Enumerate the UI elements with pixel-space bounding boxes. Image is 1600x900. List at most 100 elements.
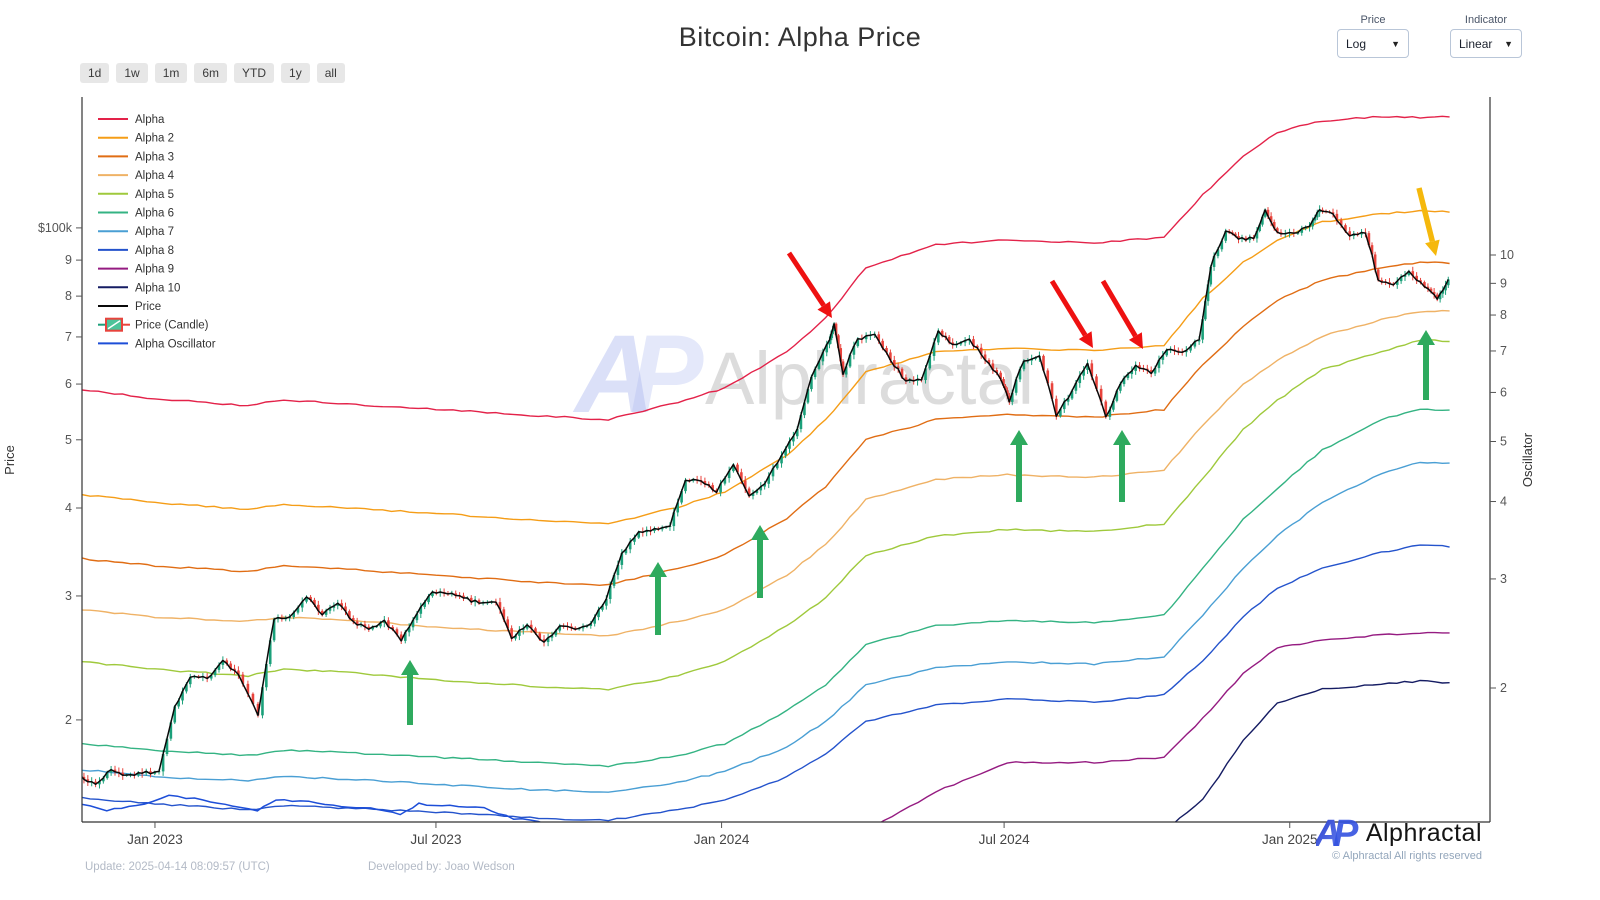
alpha-5-line: [82, 339, 1450, 691]
oscillator-tick-label: 4: [1500, 495, 1507, 509]
legend-item-alpha-8[interactable]: Alpha 8: [98, 245, 174, 257]
legend-label: Alpha: [135, 114, 165, 126]
price-scale-control: Price Log ▼: [1337, 14, 1409, 58]
price-tick-label: 3: [65, 589, 72, 603]
update-timestamp: Update: 2025-04-14 08:09:57 (UTC): [85, 861, 270, 873]
legend: Alpha Alpha 2 Alpha 3 Alpha 4 Alpha 5 Alpha 6…: [98, 114, 216, 350]
copyright: © Alphractal All rights reserved: [1332, 850, 1482, 862]
legend-item-alpha-oscillator[interactable]: Alpha Oscillator: [98, 338, 216, 350]
range-button-1y[interactable]: 1y: [281, 63, 310, 83]
candlesticks: [82, 205, 1450, 789]
alpha-6-line: [82, 408, 1450, 768]
price-scale-select[interactable]: Log ▼: [1337, 29, 1409, 58]
red-arrow-2: [1049, 279, 1093, 348]
price-tick-label: 6: [65, 377, 72, 391]
alpha-2-line: [82, 209, 1450, 525]
legend-item-alpha-3[interactable]: Alpha 3: [98, 151, 174, 163]
range-button-1d[interactable]: 1d: [80, 63, 110, 83]
svg-text:A: A: [1316, 814, 1341, 852]
alphractal-logo-icon: A P: [1316, 814, 1359, 852]
legend-label: Price: [135, 301, 161, 313]
red-arrow-1: [786, 251, 832, 318]
range-button-1m[interactable]: 1m: [154, 63, 188, 83]
legend-item-alpha[interactable]: Alpha: [98, 114, 165, 126]
oscillator-tick-label: 5: [1500, 434, 1507, 448]
oscillator-tick-label: 9: [1500, 276, 1507, 290]
x-tick-label: Jan 2025: [1262, 832, 1318, 847]
price-tick-label: 5: [65, 433, 72, 447]
indicator-scale-control: Indicator Linear ▼: [1450, 14, 1522, 58]
axis-title-price: Price: [2, 445, 17, 475]
green-arrow-5: [1113, 430, 1131, 502]
price-tick-label: $100k: [38, 221, 73, 235]
range-button-ytd[interactable]: YTD: [234, 63, 275, 83]
indicator-scale-select[interactable]: Linear ▼: [1450, 29, 1522, 58]
svg-text:A: A: [572, 313, 654, 436]
legend-item-alpha-7[interactable]: Alpha 7: [98, 226, 174, 238]
alpha-oscillator-line: [82, 794, 543, 822]
green-arrow-4: [1010, 430, 1028, 502]
legend-label: Alpha 9: [135, 264, 174, 276]
red-arrow-3: [1100, 279, 1143, 349]
alpha-7-line: [82, 461, 1450, 793]
legend-label: Alpha 3: [135, 151, 174, 163]
price-scale-label: Price: [1360, 14, 1386, 26]
legend-label: Alpha 10: [135, 282, 180, 294]
range-button-group: 1d 1w 1m 6m YTD 1y all: [80, 63, 345, 83]
price-tick-label: 8: [65, 289, 72, 303]
indicator-scale-label: Indicator: [1464, 14, 1508, 26]
legend-item-alpha-5[interactable]: Alpha 5: [98, 189, 174, 201]
x-tick-label: Jul 2024: [979, 832, 1031, 847]
legend-item-alpha-2[interactable]: Alpha 2: [98, 133, 174, 145]
legend-label: Alpha Oscillator: [135, 338, 216, 350]
legend-item-price-candle-[interactable]: Price (Candle): [98, 317, 209, 332]
price-line: [82, 209, 1449, 786]
legend-item-alpha-9[interactable]: Alpha 9: [98, 264, 174, 276]
alpha-9-line: [880, 631, 1450, 822]
x-tick-label: Jul 2023: [410, 832, 461, 847]
svg-text:P: P: [1333, 814, 1359, 852]
legend-item-alpha-10[interactable]: Alpha 10: [98, 282, 180, 294]
green-arrow-2: [649, 562, 667, 635]
legend-item-price[interactable]: Price: [98, 301, 161, 313]
indicator-scale-value: Linear: [1459, 36, 1493, 51]
chevron-down-icon: ▼: [1504, 38, 1513, 49]
alpha-line: [82, 115, 1450, 421]
alpha-8-line: [82, 544, 1450, 822]
green-arrow-6: [1417, 330, 1435, 400]
oscillator-tick-label: 3: [1500, 572, 1507, 586]
range-button-all[interactable]: all: [316, 63, 345, 83]
legend-label: Alpha 6: [135, 208, 174, 220]
price-tick-label: 4: [65, 501, 72, 515]
page-title: Bitcoin: Alpha Price: [678, 22, 922, 52]
range-button-1w[interactable]: 1w: [116, 63, 148, 83]
legend-label: Alpha 5: [135, 189, 174, 201]
alpha-4-line: [82, 309, 1450, 637]
alpha-3-line: [82, 261, 1450, 587]
brand-name: Alphractal: [1365, 818, 1482, 847]
oscillator-tick-label: 6: [1500, 385, 1507, 399]
legend-item-alpha-6[interactable]: Alpha 6: [98, 208, 174, 220]
annotation-arrows: [401, 187, 1440, 725]
svg-text:P: P: [630, 313, 704, 436]
legend-item-alpha-4[interactable]: Alpha 4: [98, 170, 175, 182]
alpha-10-line: [1174, 679, 1450, 822]
legend-label: Alpha 7: [135, 226, 174, 238]
chevron-down-icon: ▼: [1391, 38, 1400, 49]
legend-label: Price (Candle): [135, 320, 209, 332]
developer-credit: Developed by: Joao Wedson: [368, 861, 515, 873]
oscillator-tick-label: 2: [1500, 681, 1507, 695]
legend-label: Alpha 4: [135, 170, 175, 182]
oscillator-tick-label: 8: [1500, 308, 1507, 322]
axis-title-oscillator: Oscillator: [1520, 432, 1535, 487]
range-button-6m[interactable]: 6m: [194, 63, 228, 83]
legend-label: Alpha 2: [135, 133, 174, 145]
oscillator-tick-label: 7: [1500, 344, 1507, 358]
legend-label: Alpha 8: [135, 245, 174, 257]
green-arrow-1: [401, 660, 419, 725]
price-tick-label: 7: [65, 330, 72, 344]
green-arrow-3: [751, 525, 769, 598]
watermark: AP Alphractal: [572, 313, 1034, 436]
price-scale-value: Log: [1346, 36, 1367, 51]
